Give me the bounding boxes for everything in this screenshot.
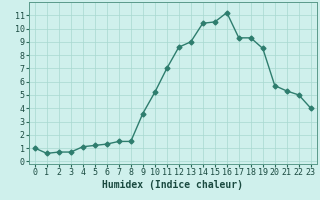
X-axis label: Humidex (Indice chaleur): Humidex (Indice chaleur): [102, 180, 243, 190]
